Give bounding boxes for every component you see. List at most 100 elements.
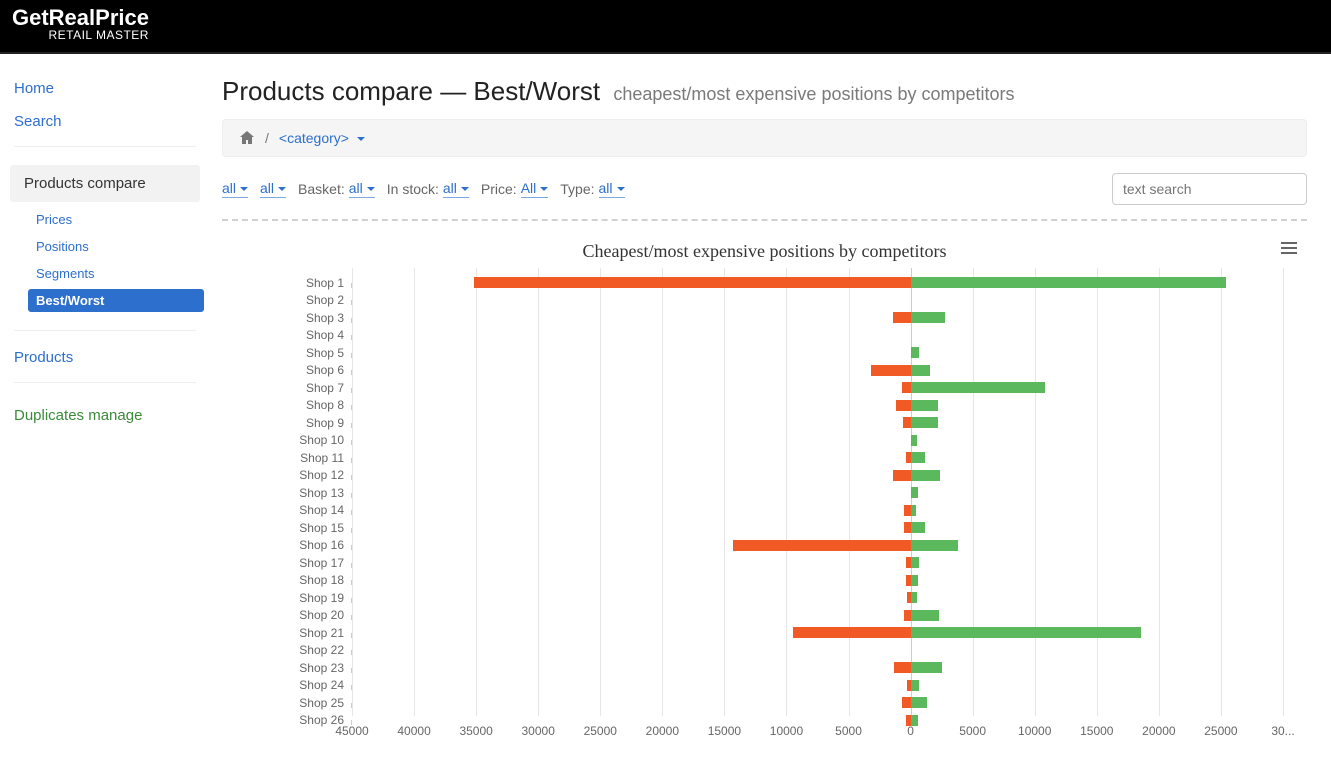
chart-y-label: Shop 19: [232, 591, 352, 605]
chart-y-label: Shop 11: [232, 451, 352, 465]
chart-bar-negative[interactable]: [894, 662, 910, 673]
sidebar-item-home[interactable]: Home: [14, 72, 196, 105]
chart-bar-positive[interactable]: [911, 470, 941, 481]
brand-name[interactable]: GetRealPrice: [12, 6, 149, 30]
chart-bar-positive[interactable]: [911, 627, 1142, 638]
chart-x-tick: 5000: [959, 724, 986, 738]
sidebar-item-products-compare[interactable]: Products compare: [10, 165, 200, 202]
chart-gridline: [849, 268, 850, 716]
chart-bar-positive[interactable]: [911, 680, 920, 691]
page-title: Products compare — Best/Worst cheapest/m…: [222, 76, 1307, 107]
filter-1[interactable]: all: [222, 180, 248, 198]
filter-2[interactable]: all: [260, 180, 286, 198]
home-icon[interactable]: [239, 130, 255, 146]
chart-y-label: Shop 7: [232, 381, 352, 395]
search-input[interactable]: [1112, 173, 1307, 205]
sidebar-submenu: Prices Positions Segments Best/Worst: [0, 208, 210, 312]
chart-plot-area: 4500040000350003000025000200001500010000…: [352, 268, 1283, 738]
chart-gridline: [1159, 268, 1160, 716]
chart-bar-negative[interactable]: [733, 540, 911, 551]
sidebar-subitem-segments[interactable]: Segments: [28, 262, 204, 285]
chart-y-label: Shop 17: [232, 556, 352, 570]
chart-y-label: Shop 26: [232, 713, 352, 727]
chart-bar-positive[interactable]: [911, 540, 958, 551]
chart-x-tick: 30000: [522, 724, 555, 738]
page-subtitle: cheapest/most expensive positions by com…: [613, 84, 1014, 104]
chart-gridline: [352, 268, 353, 716]
filter-type[interactable]: all: [599, 180, 625, 198]
chart-bar-positive[interactable]: [911, 522, 926, 533]
chart-menu-icon[interactable]: [1281, 239, 1297, 257]
chart-y-label: Shop 14: [232, 503, 352, 517]
chart-x-tick: 40000: [397, 724, 430, 738]
chart-bar-negative[interactable]: [902, 697, 911, 708]
chart-bar-positive[interactable]: [911, 417, 938, 428]
chart-title: Cheapest/most expensive positions by com…: [222, 231, 1307, 268]
chart-x-tick: 20000: [1142, 724, 1175, 738]
sidebar-subitem-prices[interactable]: Prices: [28, 208, 204, 231]
chart-bar-negative[interactable]: [893, 470, 910, 481]
chart-bar-positive[interactable]: [911, 487, 918, 498]
chart-y-label: Shop 23: [232, 661, 352, 675]
chart-x-tick: 15000: [1080, 724, 1113, 738]
chart-y-label: Shop 5: [232, 346, 352, 360]
breadcrumb: / <category>: [222, 119, 1307, 157]
sidebar-item-search[interactable]: Search: [14, 105, 196, 138]
breadcrumb-sep: /: [265, 130, 269, 146]
chart-bar-positive[interactable]: [911, 382, 1045, 393]
chart-x-tick: 10000: [1018, 724, 1051, 738]
filter-basket[interactable]: all: [349, 180, 375, 198]
chart-y-label: Shop 24: [232, 678, 352, 692]
chart-bar-negative[interactable]: [474, 277, 911, 288]
chart-x-tick: 20000: [646, 724, 679, 738]
chart-bar-positive[interactable]: [911, 347, 920, 358]
chart-bar-negative[interactable]: [893, 312, 910, 323]
chart-bar-positive[interactable]: [911, 575, 918, 586]
sidebar-separator: [14, 382, 196, 383]
chart-bar-positive[interactable]: [911, 592, 917, 603]
main-content: Products compare — Best/Worst cheapest/m…: [210, 54, 1331, 738]
chart-bar-positive[interactable]: [911, 662, 942, 673]
chart-bar-negative[interactable]: [871, 365, 911, 376]
chart-bar-positive[interactable]: [911, 697, 927, 708]
chart-y-label: Shop 3: [232, 311, 352, 325]
chart-bar-positive[interactable]: [911, 505, 916, 516]
chart-y-label: Shop 2: [232, 293, 352, 307]
chart-x-tick: 10000: [770, 724, 803, 738]
filter-price[interactable]: All: [521, 180, 549, 198]
chart-x-tick: 25000: [584, 724, 617, 738]
filter-instock-label: In stock:: [387, 181, 439, 197]
sidebar-subitem-best-worst[interactable]: Best/Worst: [28, 289, 204, 312]
chart-bar-positive[interactable]: [911, 277, 1226, 288]
sidebar: Home Search Products compare Prices Posit…: [0, 54, 210, 738]
chart-bar-negative[interactable]: [793, 627, 911, 638]
filter-instock[interactable]: all: [443, 180, 469, 198]
chart-bar-positive[interactable]: [911, 715, 918, 726]
filter-bar: all all Basket: all In stock: all Price:…: [222, 163, 1307, 221]
chart-bar-positive[interactable]: [911, 452, 926, 463]
chart-gridline: [973, 268, 974, 716]
chart-bar-negative[interactable]: [896, 400, 911, 411]
chart-bar-positive[interactable]: [911, 400, 938, 411]
chart-bar-positive[interactable]: [911, 435, 917, 446]
chart-gridline: [1035, 268, 1036, 716]
chart-bar-negative[interactable]: [903, 417, 910, 428]
chart-y-label: Shop 21: [232, 626, 352, 640]
chart-y-label: Shop 12: [232, 468, 352, 482]
chart-x-tick: 15000: [708, 724, 741, 738]
chart-bar-positive[interactable]: [911, 610, 940, 621]
chart-gridline: [662, 268, 663, 716]
sidebar-item-products[interactable]: Products: [14, 341, 196, 374]
sidebar-separator: [14, 146, 196, 147]
sidebar-subitem-positions[interactable]: Positions: [28, 235, 204, 258]
chart-bar-positive[interactable]: [911, 365, 931, 376]
chart-bar-positive[interactable]: [911, 557, 920, 568]
chart-y-label: Shop 18: [232, 573, 352, 587]
chart-container: Cheapest/most expensive positions by com…: [222, 231, 1307, 738]
sidebar-item-duplicates[interactable]: Duplicates manage: [14, 399, 196, 432]
chart-bar-positive[interactable]: [911, 312, 946, 323]
chart-bar-negative[interactable]: [902, 382, 911, 393]
sidebar-separator: [14, 330, 196, 331]
chart-x-tick: 35000: [459, 724, 492, 738]
breadcrumb-category[interactable]: <category>: [279, 130, 365, 146]
